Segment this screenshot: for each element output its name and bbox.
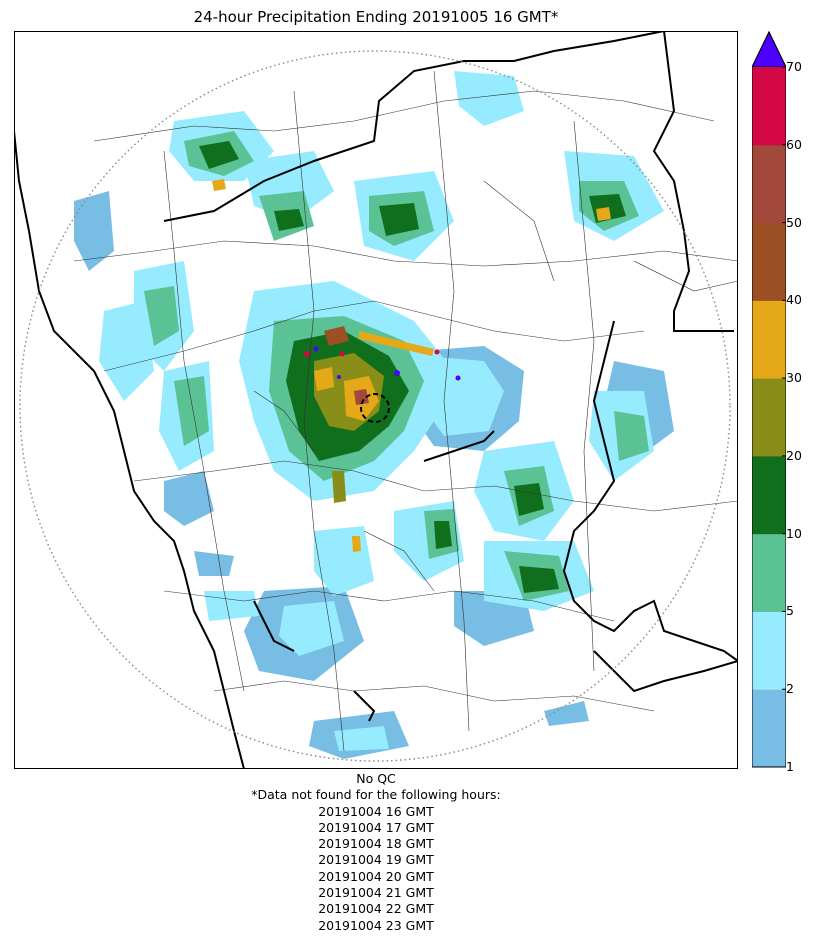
colorbar-tick-label: 30: [786, 370, 802, 386]
page-title: 24-hour Precipitation Ending 20191005 16…: [193, 8, 559, 26]
state-boundaries: [14, 31, 738, 769]
district-boundaries: [73, 70, 738, 752]
colorbar-segment: [752, 533, 786, 612]
colorbar-segment: [752, 611, 786, 690]
colorbar-segment: [752, 67, 786, 146]
missing-hour: 20191004 16 GMT: [318, 803, 434, 819]
colorbar-segment: [752, 222, 786, 301]
colorbar-segment: [752, 144, 786, 224]
colorbar-tick-label: 50: [786, 214, 802, 230]
missing-hour: 20191004 22 GMT: [318, 901, 434, 917]
colorbar-extend-arrow: [752, 31, 786, 68]
radar-site-marker: [360, 393, 390, 423]
missing-hour: 20191004 23 GMT: [318, 917, 434, 933]
colorbar-segment: [752, 689, 786, 768]
colorbar-tick-label: 60: [786, 136, 802, 152]
radar-range-ring: [19, 50, 731, 762]
colorbar-segment: [752, 378, 786, 457]
missing-hour: 20191004 19 GMT: [318, 852, 434, 868]
colorbar-segment: [752, 455, 786, 535]
colorbar-tick-label: 2: [786, 681, 794, 697]
colorbar-tick-label: 40: [786, 292, 802, 308]
colorbar-tick-label: 5: [786, 603, 794, 619]
colorbar: [752, 31, 786, 768]
precipitation-map: [14, 31, 738, 769]
colorbar-tick-label: 10: [786, 525, 802, 541]
colorbar-tick-label: 70: [786, 59, 802, 74]
missing-hour: 20191004 18 GMT: [318, 836, 434, 852]
missing-hour: 20191004 17 GMT: [318, 819, 434, 835]
colorbar-tick-label: 1: [786, 759, 794, 774]
map-frame: [14, 31, 738, 769]
footnotes: No QC *Data not found for the following …: [14, 771, 738, 934]
missing-data-header: *Data not found for the following hours:: [251, 787, 501, 803]
precip-layer-intense: [304, 326, 461, 405]
colorbar-segment: [752, 300, 786, 379]
missing-hour: 20191004 21 GMT: [318, 885, 434, 901]
qc-note: No QC: [356, 771, 396, 786]
missing-hour: 20191004 20 GMT: [318, 868, 434, 884]
colorbar-tick-label: 20: [786, 447, 802, 463]
